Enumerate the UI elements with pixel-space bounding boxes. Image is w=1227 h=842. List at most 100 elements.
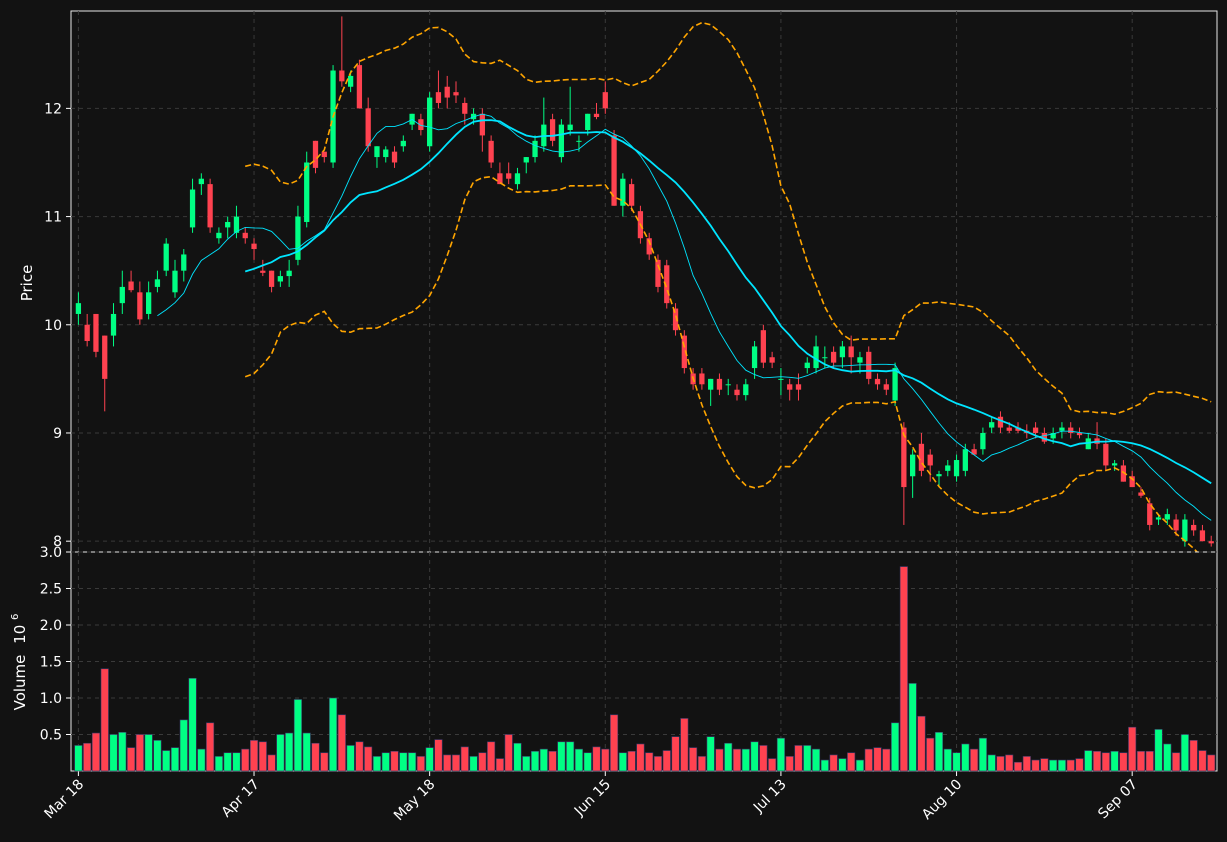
- candle-body: [795, 384, 802, 390]
- volume-bar: [592, 746, 601, 772]
- volume-bar: [671, 736, 680, 772]
- volume-bar: [206, 722, 215, 772]
- candle-body: [225, 221, 231, 228]
- volume-tick-label: 0.5: [40, 728, 62, 744]
- volume-bar: [689, 747, 698, 772]
- volume-bar: [864, 748, 873, 772]
- candle-body: [365, 108, 371, 147]
- candle-body: [628, 184, 635, 206]
- volume-bar: [1172, 752, 1181, 772]
- volume-bar: [504, 734, 513, 772]
- price-plot-area: [70, 10, 1218, 553]
- volume-bar: [759, 745, 768, 772]
- volume-bar: [724, 742, 733, 772]
- volume-bar: [1013, 761, 1023, 772]
- x-tick-label: Sep 07: [1095, 777, 1141, 823]
- volume-bar: [715, 748, 724, 772]
- sma-10-line: [157, 113, 1212, 521]
- volume-bar: [232, 752, 241, 772]
- candle-body: [453, 92, 459, 96]
- volume-bar: [162, 750, 171, 772]
- volume-bar: [311, 742, 320, 772]
- volume-bar: [1198, 750, 1207, 772]
- price-panel: 8 9 10 11 12: [44, 10, 1218, 553]
- volume-bar: [1119, 752, 1128, 772]
- volume-bar: [381, 752, 390, 772]
- candle-body: [84, 324, 90, 342]
- volume-bar: [899, 566, 908, 772]
- candle-body: [1103, 443, 1109, 466]
- volume-bar: [179, 719, 188, 772]
- candle-body: [1173, 519, 1179, 531]
- volume-bar: [346, 745, 355, 772]
- candle-body: [664, 265, 670, 304]
- candle-body: [1182, 519, 1188, 542]
- volume-tick-label: 1.0: [40, 691, 62, 707]
- candle-body: [119, 286, 125, 304]
- volume-bar: [891, 722, 900, 772]
- volume-bar: [522, 756, 531, 772]
- volume-bar: [970, 748, 979, 772]
- candle-body: [304, 162, 310, 222]
- volume-bars: [74, 566, 1216, 772]
- candle-body: [883, 384, 889, 390]
- volume-axis-exponent-base: 10: [11, 625, 29, 644]
- volume-bar: [1207, 754, 1216, 772]
- candle-body: [848, 346, 854, 358]
- candle-body: [400, 140, 406, 147]
- candle-body: [391, 151, 398, 163]
- volume-bar: [487, 741, 496, 772]
- volume-bar: [214, 756, 223, 772]
- lower-band-line: [244, 175, 1199, 552]
- candle-body: [75, 303, 82, 314]
- volume-bar: [408, 752, 417, 772]
- candle-body: [699, 373, 705, 385]
- volume-bar: [1128, 726, 1137, 772]
- volume-bar: [1075, 758, 1084, 772]
- candle-body: [1208, 541, 1214, 544]
- volume-bar: [645, 752, 654, 772]
- candle-body: [1199, 530, 1206, 542]
- candle-body: [839, 346, 846, 358]
- volume-tick-label: 3.0: [40, 545, 62, 561]
- volume-bar: [460, 746, 469, 772]
- volume-bar: [364, 746, 373, 772]
- candle-body: [383, 149, 389, 158]
- volume-bar: [74, 745, 83, 772]
- candle-body: [172, 270, 178, 293]
- candle-body: [708, 378, 714, 390]
- candle-body: [532, 140, 538, 158]
- volume-bar: [443, 754, 452, 772]
- candle-body: [207, 184, 213, 228]
- candle-body: [593, 113, 600, 118]
- indicators: [157, 21, 1212, 552]
- volume-bar: [293, 699, 302, 772]
- candle-body: [1155, 517, 1162, 520]
- candle-body: [347, 75, 354, 87]
- volume-bar: [662, 750, 671, 772]
- candle-body: [953, 460, 960, 477]
- price-tick-label: 8: [53, 534, 62, 550]
- volume-bar: [776, 737, 785, 772]
- volume-bar: [531, 750, 540, 772]
- candle-body: [242, 232, 248, 239]
- volume-bar: [416, 756, 425, 772]
- volume-bar: [399, 752, 408, 772]
- volume-bar: [978, 737, 987, 772]
- x-tick-label: May 18: [391, 777, 439, 825]
- volume-bar: [223, 752, 232, 772]
- volume-bar: [1057, 759, 1066, 772]
- price-tick-label: 9: [53, 426, 62, 442]
- candle-body: [910, 454, 916, 477]
- candle-body: [866, 351, 872, 379]
- volume-bar: [109, 734, 118, 772]
- candle-body: [506, 173, 512, 179]
- candle-body: [1138, 492, 1144, 496]
- candle-body: [1041, 432, 1048, 442]
- candle-body: [936, 474, 942, 477]
- volume-bar: [1022, 756, 1031, 772]
- candle-body: [479, 113, 485, 136]
- volume-bar: [1049, 759, 1058, 772]
- volume-bar: [1189, 740, 1198, 772]
